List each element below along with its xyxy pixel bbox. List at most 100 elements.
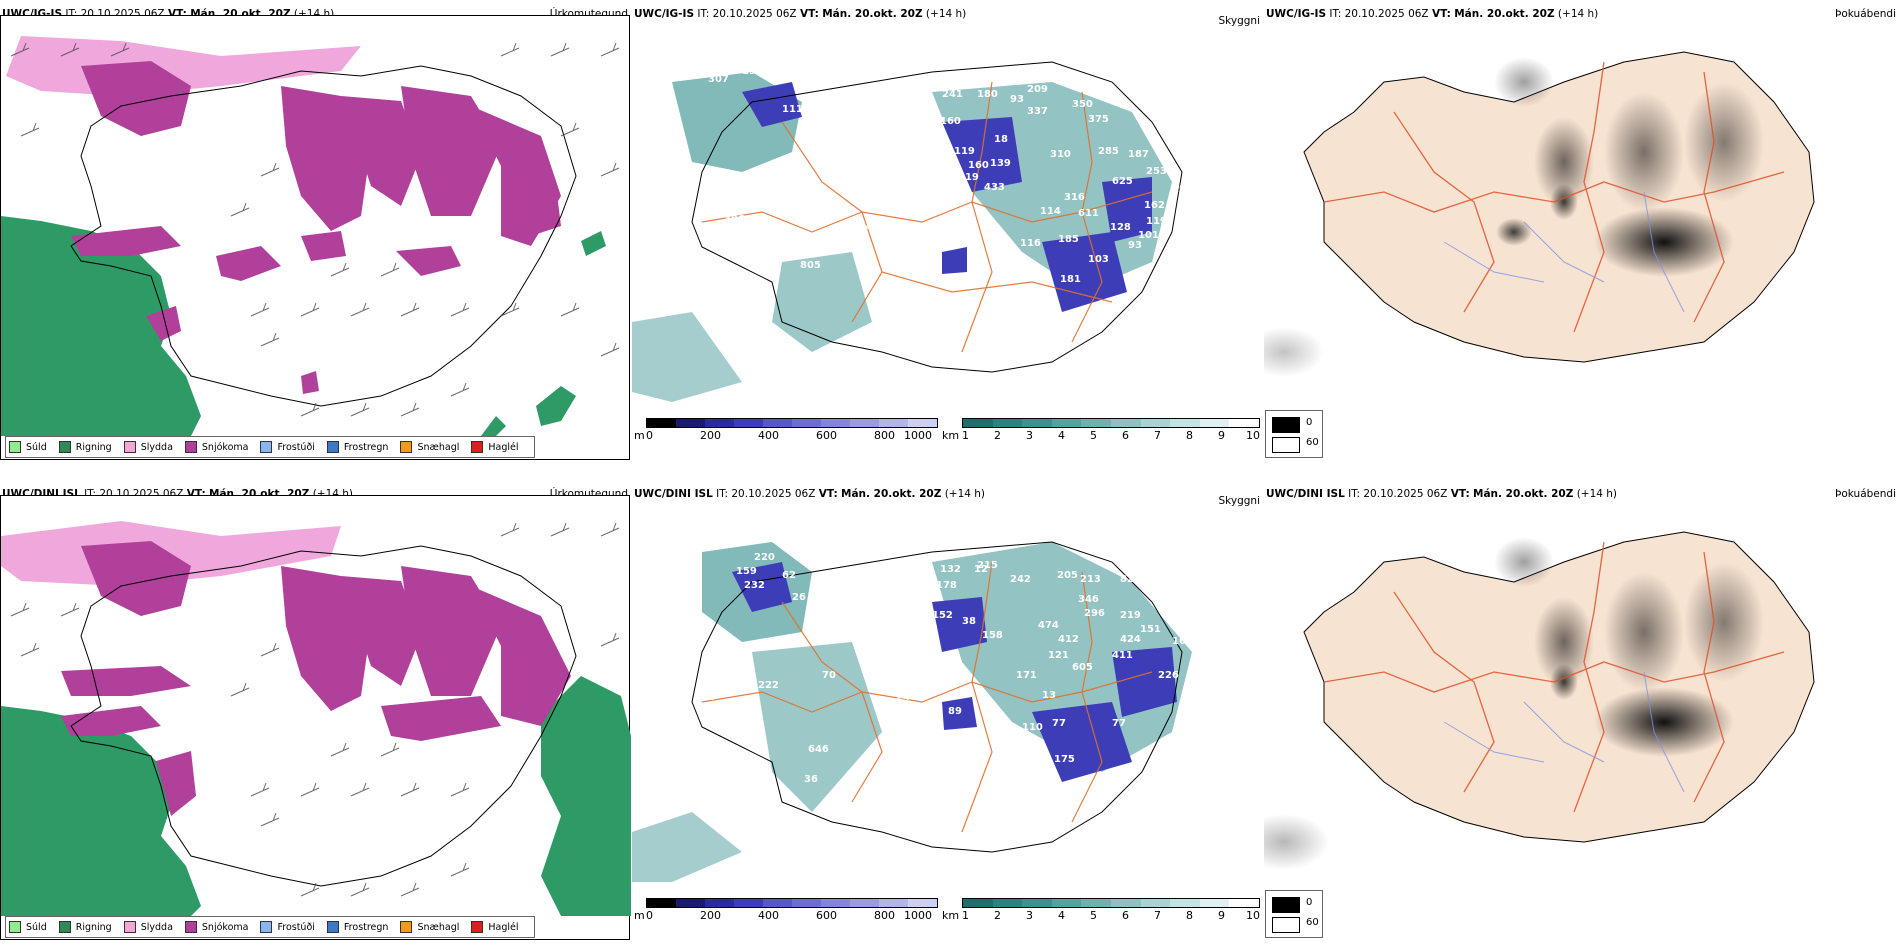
legend-item: Súld xyxy=(9,921,47,933)
visibility-colorbar: km 1 2 3 4 5 6 7 8 9 10 xyxy=(942,898,1262,928)
vis-label: 306 xyxy=(724,214,745,225)
iceland-outline xyxy=(70,65,577,407)
fog-area xyxy=(1534,597,1594,687)
vis-label: 151 xyxy=(1140,624,1161,635)
it-label: IT: xyxy=(84,488,97,500)
legend-swatch xyxy=(184,441,197,453)
precip-type-panel: UWC/IG-IS IT: 20.10.2025 06Z VT: Mán. 20… xyxy=(0,0,632,460)
fog-indicator-panel: UWC/DINI ISL IT: 20.10.2025 06Z VT: Mán.… xyxy=(1264,480,1900,940)
fog-area xyxy=(1494,57,1554,107)
road-network xyxy=(1323,541,1785,813)
colorbar-tick: 1000 xyxy=(904,429,932,442)
legend-label: 60 xyxy=(1306,437,1319,448)
vis-label: 375 xyxy=(1088,114,1109,125)
vis-label: 159 xyxy=(736,566,757,577)
colorbar-tick: 1000 xyxy=(904,909,932,922)
snow-area xyxy=(146,306,181,341)
snow-area xyxy=(471,586,571,726)
iceland-outline xyxy=(691,541,1183,853)
fog-area xyxy=(1684,562,1764,682)
visibility-map: 220 159 62 232 26 132 215 178 12 242 205… xyxy=(632,541,1193,882)
legend-label: Súld xyxy=(26,921,47,933)
map-frame: Súld Rigning Slydda Snjókoma Frostúði Fr… xyxy=(0,15,630,460)
vis-label: 38 xyxy=(962,616,976,627)
vis-label: 316 xyxy=(1064,192,1085,203)
vis-label: 646 xyxy=(808,744,829,755)
legend-label: Snjókoma xyxy=(201,921,249,933)
vis-low-area xyxy=(742,82,802,127)
fog-area xyxy=(1496,218,1532,246)
fog-area xyxy=(1604,92,1684,212)
vis-label: 183 xyxy=(778,66,799,77)
colorbar-tick: 5 xyxy=(1090,909,1097,922)
legend-label: Haglél xyxy=(488,441,519,453)
it-value: 20.10.2025 06Z xyxy=(1344,8,1429,20)
colorbar-tick: 1 xyxy=(962,429,969,442)
vis-label: 99 xyxy=(954,218,968,229)
vis-label: 820 xyxy=(1120,574,1141,585)
precip-type-panel: UWC/DINI ISL IT: 20.10.2025 06Z VT: Mán.… xyxy=(0,480,632,940)
legend-item: Frostregn xyxy=(326,441,388,453)
lead-time: (+14 h) xyxy=(944,488,986,500)
vis-label: 346 xyxy=(1078,594,1099,605)
snow-area xyxy=(381,696,501,741)
vt-label: VT: xyxy=(818,488,838,500)
vis-label: 160 xyxy=(940,116,961,127)
colorbar-tick: 2 xyxy=(994,429,1001,442)
product-name: Þokuábendi xyxy=(1835,8,1896,20)
road-network xyxy=(701,81,1153,353)
vis-low-area xyxy=(942,697,977,730)
map-frame: Súld Rigning Slydda Snjókoma Frostúði Fr… xyxy=(0,495,631,940)
it-value: 20.10.2025 06Z xyxy=(731,488,816,500)
vis-label: 285 xyxy=(1098,146,1119,157)
vis-label: 337 xyxy=(1027,106,1048,117)
vt-value: Mán. 20.okt. 20Z xyxy=(1454,8,1555,20)
vis-label: 187 xyxy=(1128,149,1149,160)
snow-area xyxy=(61,706,161,736)
fog-area xyxy=(1264,814,1329,870)
legend-item: Frostúði xyxy=(260,441,315,453)
vis-label: 83 xyxy=(924,624,938,635)
vis-label: 412 xyxy=(1058,634,1079,645)
vis-label: 119 xyxy=(1146,216,1167,227)
vis-label: 384 xyxy=(1162,600,1183,611)
legend-swatch xyxy=(400,441,413,453)
colorbar-gradient xyxy=(962,898,1260,908)
vis-label: 175 xyxy=(1054,754,1075,765)
legend-label: Snæhagl xyxy=(417,441,460,453)
legend-swatch xyxy=(123,441,136,453)
fog-area xyxy=(1594,687,1734,757)
vis-label: 171 xyxy=(1016,670,1037,681)
vis-low-area xyxy=(1032,702,1132,782)
vis-label: 157 xyxy=(696,692,717,703)
lead-time: (+14 h) xyxy=(1557,8,1599,20)
product-name: Skyggni xyxy=(1218,15,1261,27)
vis-low-area xyxy=(942,247,967,274)
colorbar-tick: 400 xyxy=(758,909,779,922)
colorbar-tick: 8 xyxy=(1186,429,1193,442)
vis-area xyxy=(752,642,882,812)
rain-area xyxy=(1,216,201,436)
vis-area xyxy=(772,252,872,352)
vis-low-area xyxy=(732,562,792,612)
legend-label: Frostúði xyxy=(277,921,315,933)
snow-area xyxy=(301,371,319,394)
snow-area xyxy=(81,541,191,616)
colorbar-tick: 6 xyxy=(1122,909,1129,922)
snow-area xyxy=(341,576,421,686)
vis-label: 160 xyxy=(968,160,989,171)
colorbar-gradient xyxy=(646,898,938,908)
it-value: 20.10.2025 06Z xyxy=(1363,488,1448,500)
snow-area xyxy=(71,226,181,256)
colorbar-tick: 3 xyxy=(1026,429,1033,442)
product-name: Þokuábendi xyxy=(1835,488,1896,500)
it-label: IT: xyxy=(716,488,729,500)
legend-swatch xyxy=(260,441,273,453)
vis-label: 158 xyxy=(982,630,1003,641)
colorbar-tick: 400 xyxy=(758,429,779,442)
model-name: UWC/IG-IS xyxy=(1266,8,1327,20)
snow-area xyxy=(396,246,461,276)
legend-item: Frostúði xyxy=(260,921,315,933)
lead-time: (+14 h) xyxy=(925,8,967,20)
fog-area xyxy=(1604,572,1684,692)
